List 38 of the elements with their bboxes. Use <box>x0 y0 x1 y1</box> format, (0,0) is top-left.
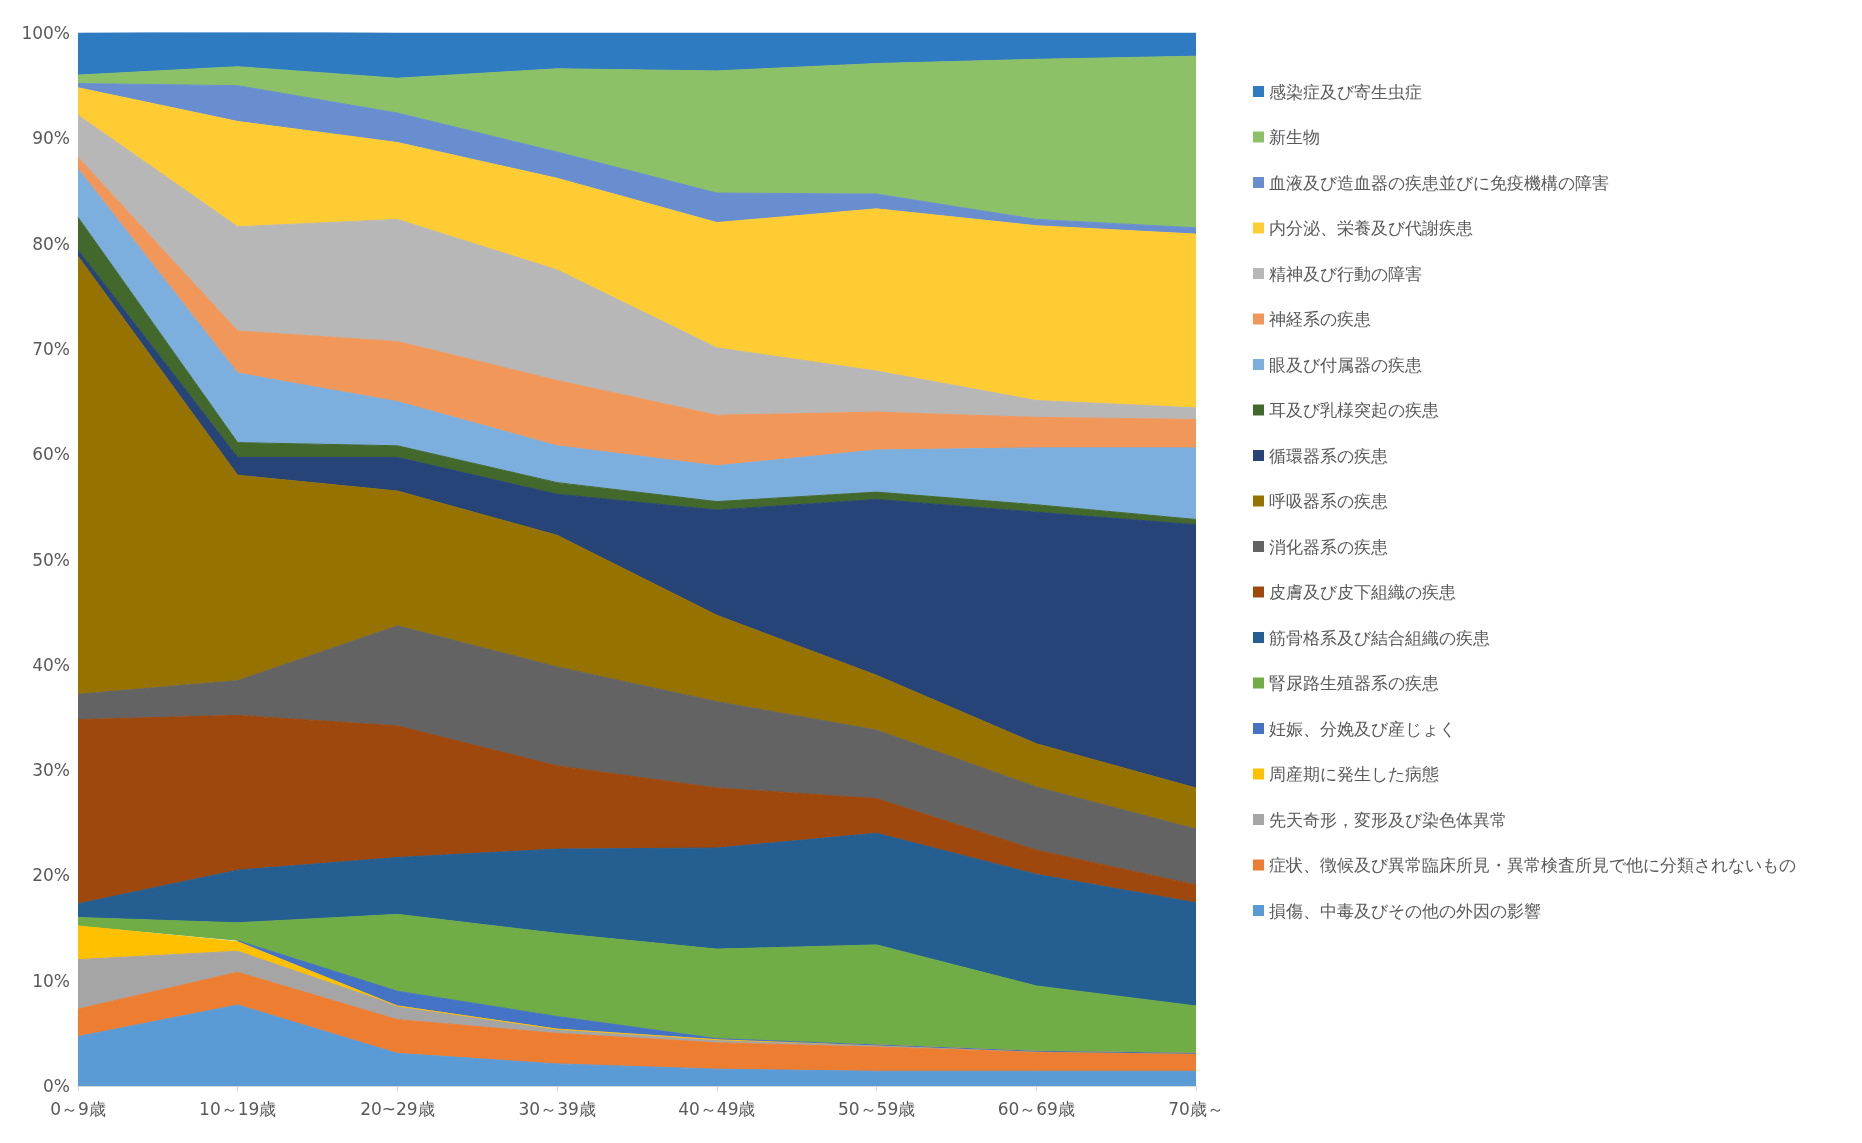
x-tick-label: 70歳～ <box>1168 1098 1224 1119</box>
x-tick-label: 10～19歳 <box>199 1098 277 1119</box>
y-tick-label: 30% <box>32 760 70 781</box>
legend-label: 先天奇形，変形及び染色体異常 <box>1269 809 1507 830</box>
y-tick-label: 80% <box>32 233 70 254</box>
y-tick-label: 60% <box>32 444 70 465</box>
x-tick-label: 0～9歳 <box>50 1098 106 1119</box>
legend-label: 損傷、中毒及びその他の外因の影響 <box>1269 900 1541 921</box>
legend-label: 筋骨格系及び結合組織の疾患 <box>1269 627 1490 648</box>
legend-label: 血液及び造血器の疾患並びに免疫機構の障害 <box>1269 172 1609 193</box>
y-tick-label: 40% <box>32 654 70 675</box>
legend-label: 神経系の疾患 <box>1269 309 1371 329</box>
legend-label: 循環器系の疾患 <box>1269 445 1388 466</box>
x-tick-label: 60～69歳 <box>997 1098 1075 1119</box>
legend-label: 新生物 <box>1269 127 1320 147</box>
legend-label: 内分泌、栄養及び代謝疾患 <box>1269 218 1473 238</box>
y-tick-label: 100% <box>21 23 70 43</box>
legend-label: 耳及び乳様突起の疾患 <box>1269 400 1439 420</box>
x-tick-label: 40～49歳 <box>678 1098 756 1119</box>
legend-label: 皮膚及び皮下組織の疾患 <box>1269 582 1456 602</box>
legend-label: 眼及び付属器の疾患 <box>1269 354 1422 375</box>
y-tick-label: 50% <box>32 549 70 570</box>
legend-label: 症状、徴候及び異常臨床所見・異常検査所見で他に分類されないもの <box>1269 855 1796 875</box>
x-tick-label: 20~29歳 <box>360 1098 435 1119</box>
legend-label: 周産期に発生した病態 <box>1269 764 1439 784</box>
legend-label: 腎尿路生殖器系の疾患 <box>1269 673 1439 693</box>
legend-label: 消化器系の疾患 <box>1269 536 1388 557</box>
legend-label: 精神及び行動の障害 <box>1269 263 1422 284</box>
y-tick-label: 70% <box>32 338 70 359</box>
x-tick-label: 30～39歳 <box>518 1098 596 1119</box>
legend-label: 呼吸器系の疾患 <box>1269 491 1388 511</box>
y-tick-label: 0% <box>43 1076 70 1096</box>
y-tick-label: 20% <box>32 865 70 886</box>
legend-label: 感染症及び寄生虫症 <box>1269 81 1422 102</box>
x-tick-label: 50～59歳 <box>837 1098 916 1119</box>
y-tick-label: 10% <box>32 970 70 991</box>
legend-label: 妊娠、分娩及び産じょく <box>1269 718 1456 739</box>
y-tick-label: 90% <box>32 128 70 149</box>
